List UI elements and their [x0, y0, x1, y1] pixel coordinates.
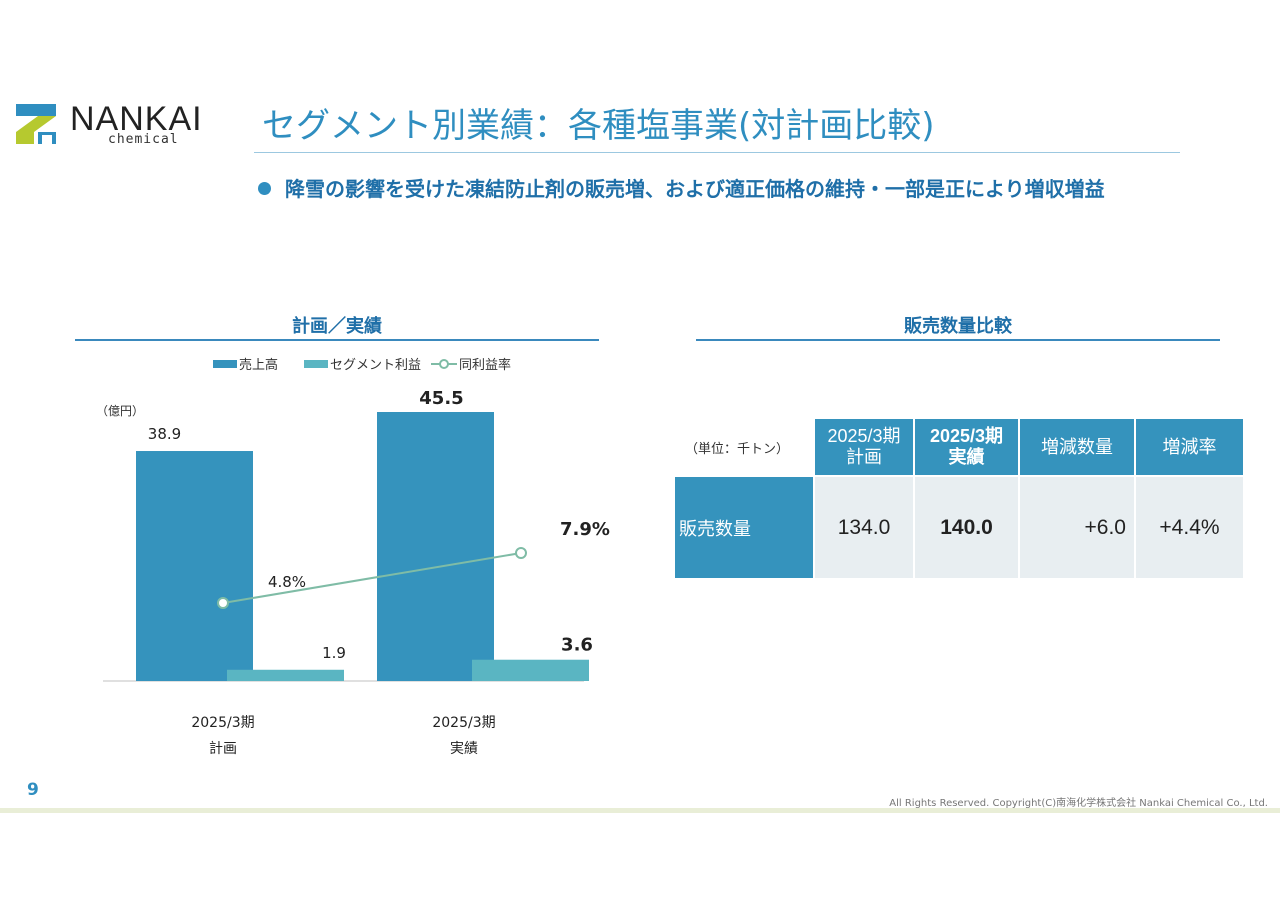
label-sales-1: 45.5 — [419, 388, 463, 409]
point-margin-0 — [217, 597, 229, 609]
table-header-rate: 増減率 — [1136, 419, 1243, 475]
cell-change: +6.0 — [1020, 477, 1134, 578]
left-section-rule — [75, 339, 599, 341]
bar-sales-0 — [136, 451, 253, 681]
tick-label-1-line1: 2025/3期 — [432, 715, 495, 731]
logo-subtitle: chemical — [108, 132, 179, 147]
label-profit-1: 3.6 — [561, 635, 593, 656]
page-title: セグメント別業績：各種塩事業(対計画比較) — [262, 106, 935, 146]
tick-label-0-line2: 計画 — [209, 741, 237, 757]
label-margin-1: 7.9% — [560, 519, 610, 540]
cell-actual: 140.0 — [915, 477, 1018, 578]
right-section-rule — [696, 339, 1220, 341]
point-margin-1 — [515, 547, 527, 559]
headline: 降雪の影響を受けた凍結防止剤の販売増、および適正価格の維持・一部是正により増収増… — [258, 173, 1105, 202]
bar-profit-1 — [472, 659, 589, 681]
headline-text: 降雪の影響を受けた凍結防止剤の販売増、および適正価格の維持・一部是正により増収増… — [285, 177, 1105, 201]
cell-rate: +4.4% — [1136, 477, 1243, 578]
page-number: 9 — [27, 780, 39, 800]
header-plan-line1: 2025/3期 — [827, 426, 901, 446]
header-actual-line1: 2025/3期 — [929, 426, 1004, 446]
table-header-plan: 2025/3期 計画 — [815, 419, 913, 475]
company-logo: NANKAI chemical — [16, 100, 226, 148]
legend-label-margin: 同利益率 — [459, 357, 511, 373]
chart-unit-label: （億円） — [96, 404, 144, 418]
table-header-actual: 2025/3期 実績 — [915, 419, 1018, 475]
bar-profit-0 — [227, 669, 344, 681]
bar-sales-1 — [377, 412, 494, 681]
title-divider — [254, 152, 1180, 153]
logo-mark-icon — [16, 104, 56, 144]
row-label: 販売数量 — [675, 477, 813, 578]
bullet-icon — [258, 182, 271, 195]
label-profit-0: 1.9 — [322, 644, 346, 662]
tick-label-0-line1: 2025/3期 — [191, 715, 254, 731]
right-section-title: 販売数量比較 — [904, 316, 1012, 337]
cell-plan: 134.0 — [815, 477, 913, 578]
label-margin-0: 4.8% — [268, 573, 306, 591]
left-section-title: 計画／実績 — [292, 316, 382, 337]
header-plan-line2: 計画 — [846, 447, 882, 467]
table-header-change: 増減数量 — [1020, 419, 1134, 475]
chart-legend: 売上高 セグメント利益 同利益率 — [213, 357, 511, 373]
footer-bar — [0, 808, 1280, 813]
legend-label-profit: セグメント利益 — [330, 358, 421, 373]
legend-swatch-profit — [304, 360, 328, 368]
tick-label-1-line2: 実績 — [450, 741, 478, 757]
legend-swatch-sales — [213, 360, 237, 368]
plan-vs-actual-chart: 売上高 セグメント利益 同利益率 （億円） 38.91.92025/3期計画45… — [96, 357, 610, 757]
logo-wordmark: NANKAI — [70, 100, 203, 138]
table-header-row: （単位：千トン） 2025/3期 計画 2025/3期 実績 増減数量 増減率 — [675, 419, 1243, 475]
header-actual-line2: 実績 — [948, 447, 985, 467]
sales-volume-table: （単位：千トン） 2025/3期 計画 2025/3期 実績 増減数量 増減率 … — [673, 417, 1245, 580]
table-unit-label: （単位：千トン） — [675, 419, 813, 475]
table-row: 販売数量 134.0 140.0 +6.0 +4.4% — [675, 477, 1243, 578]
label-sales-0: 38.9 — [148, 425, 181, 443]
legend-marker-margin — [439, 359, 449, 369]
line-margin — [222, 552, 522, 604]
copyright-notice: All Rights Reserved. Copyright(C)南海化学株式会… — [889, 798, 1268, 809]
legend-label-sales: 売上高 — [239, 357, 278, 373]
